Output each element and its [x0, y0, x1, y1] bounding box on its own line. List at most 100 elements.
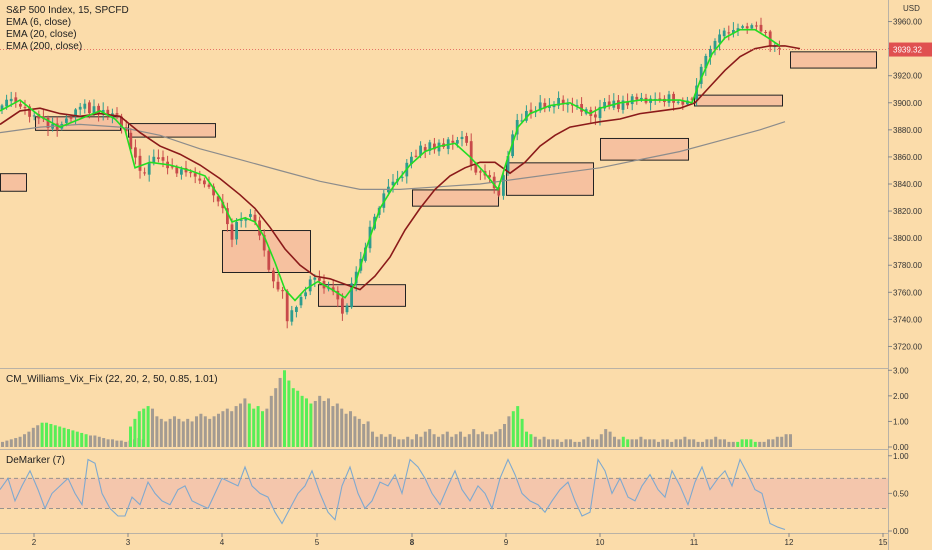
vix-bar [256, 406, 260, 447]
candle-body [276, 281, 280, 290]
price-tick-label: 3800.00 [893, 234, 922, 243]
demarker-tick-label: 1.00 [893, 452, 909, 461]
vix-bar [511, 411, 515, 447]
vix-bar [564, 439, 568, 447]
price-tick-label: 3820.00 [893, 207, 922, 216]
candle-body [699, 66, 703, 84]
candle-body [295, 307, 298, 312]
vix-bar [454, 434, 458, 447]
candle-body [299, 296, 303, 306]
candle-body [32, 115, 36, 117]
candle-body [635, 96, 639, 100]
vix-bar [599, 434, 603, 447]
vix-bar [164, 421, 168, 447]
candle-body [575, 105, 579, 107]
candle-body [14, 97, 18, 103]
candle-body [23, 107, 27, 109]
vix-tick-label: 1.00 [893, 417, 909, 426]
price-tick-label: 3760.00 [893, 288, 922, 297]
vix-bar [467, 434, 471, 447]
candle-body [419, 145, 422, 156]
vix-bar [84, 434, 88, 447]
vix-bar [397, 439, 401, 447]
time-tick-label: 11 [690, 538, 699, 547]
demarker-legend[interactable]: DeMarker (7) [6, 455, 65, 466]
vix-bar [97, 436, 101, 447]
vix-bar [643, 439, 647, 447]
ema6-legend[interactable]: EMA (6, close) [6, 17, 72, 28]
time-tick-label: 15 [879, 538, 888, 547]
candle-body [143, 172, 146, 174]
vix-bar [269, 395, 273, 447]
vix-bar [53, 425, 57, 447]
vix-tick-label: 2.00 [893, 392, 909, 401]
time-tick-label: 2 [32, 538, 37, 547]
vix-bar [393, 436, 396, 447]
vix-bar [626, 439, 630, 447]
candle-body [750, 25, 754, 29]
vix-bar [340, 408, 344, 447]
price-zone [0, 173, 27, 192]
vix-fix-legend[interactable]: CM_Williams_Vix_Fix (22, 20, 2, 50, 0.85… [6, 374, 218, 385]
vix-bar [665, 439, 669, 447]
vix-bar [371, 431, 374, 447]
vix-bar [45, 422, 48, 447]
vix-bar [705, 439, 709, 447]
vix-bar [591, 439, 594, 447]
candle-body [124, 127, 128, 132]
candle-body [391, 181, 395, 186]
vix-bar [283, 370, 286, 447]
candle-body [506, 156, 510, 174]
vix-bar [111, 439, 114, 447]
vix-tick-label: 0.00 [893, 443, 909, 452]
vix-bar [683, 436, 687, 447]
candle-body [111, 113, 114, 116]
price-tick-label: 3920.00 [893, 72, 922, 81]
vix-bar [305, 398, 308, 447]
vix-bar [731, 441, 735, 447]
vix-bar [243, 398, 247, 447]
candle-body [345, 305, 349, 313]
candle-body [180, 169, 183, 175]
vix-bar [459, 431, 462, 447]
candle-body [566, 103, 570, 105]
candle-body [341, 298, 344, 314]
vix-bar [533, 436, 537, 447]
vix-bar [186, 418, 190, 447]
demarker-band [0, 478, 888, 509]
time-tick-label: 3 [126, 538, 131, 547]
ema200-legend[interactable]: EMA (200, close) [6, 41, 83, 52]
price-tick-label: 3960.00 [893, 18, 922, 27]
candle-body [764, 31, 767, 33]
vix-bar [291, 388, 295, 447]
vix-bar [437, 436, 440, 447]
candle-body [561, 99, 565, 104]
vix-bar [441, 434, 445, 447]
price-zone [600, 137, 689, 161]
vix-bar [318, 395, 322, 447]
vix-bar [736, 441, 740, 447]
vix-bar [577, 441, 581, 447]
candle-body [134, 147, 137, 158]
vix-bar [335, 403, 339, 447]
vix-bar [230, 411, 234, 447]
candle-body [9, 98, 13, 102]
vix-bar [168, 418, 172, 447]
ema20-line [0, 45, 801, 291]
candle-body [552, 105, 556, 108]
vix-bar [657, 441, 660, 447]
candle-body [474, 163, 478, 173]
last-price-tag [889, 42, 932, 57]
vix-bar [617, 439, 621, 447]
candle-body [161, 157, 165, 161]
vix-bar [287, 380, 291, 447]
time-tick-label: 12 [785, 538, 794, 547]
vix-bar [155, 416, 159, 447]
ema20-legend[interactable]: EMA (20, close) [6, 29, 77, 40]
vix-bar [18, 436, 22, 447]
candle-body [382, 193, 386, 208]
candle-body [672, 93, 675, 103]
candle-body [88, 102, 91, 114]
